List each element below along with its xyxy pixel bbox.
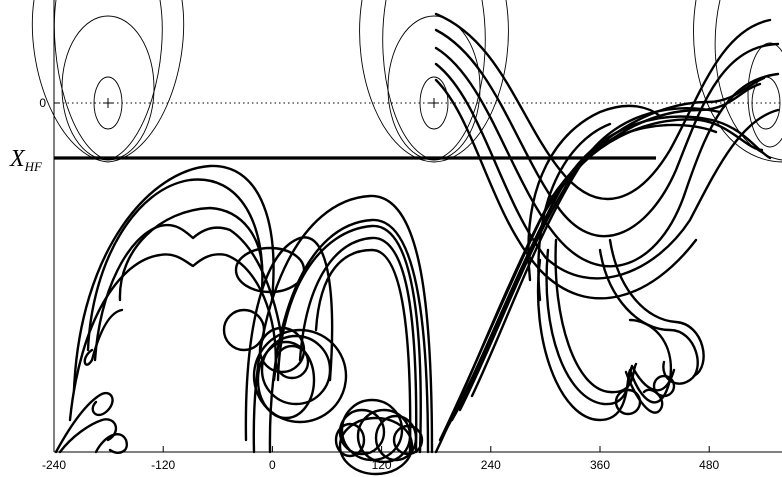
trajectory-loop bbox=[222, 308, 266, 352]
xhf-label: XHF bbox=[9, 146, 43, 174]
trajectory bbox=[598, 248, 699, 385]
trajectory bbox=[434, 62, 780, 280]
trajectory-loop bbox=[256, 340, 316, 420]
trajectory bbox=[444, 118, 764, 432]
trajectory bbox=[434, 46, 780, 268]
trajectory bbox=[72, 164, 275, 392]
trajectory bbox=[244, 236, 334, 442]
trajectory bbox=[118, 206, 264, 302]
trajectory bbox=[276, 224, 422, 454]
y-tick-label: 0 bbox=[39, 96, 46, 110]
contour-line bbox=[359, 0, 509, 163]
x-tick-label: 240 bbox=[481, 458, 501, 472]
trajectory-loop bbox=[338, 408, 386, 456]
trajectory bbox=[298, 236, 418, 454]
trajectory bbox=[252, 194, 434, 454]
trajectory bbox=[608, 238, 705, 378]
contour-set-left bbox=[31, 0, 185, 163]
trajectory-loop bbox=[252, 328, 348, 424]
x-tick-label: 360 bbox=[590, 458, 610, 472]
trajectory-loop bbox=[614, 388, 642, 416]
xhf-label-subscript: HF bbox=[24, 159, 43, 174]
trajectory bbox=[434, 28, 780, 238]
trajectory bbox=[470, 107, 722, 398]
xhf-label-main: X bbox=[9, 146, 26, 172]
x-tick-label: 480 bbox=[699, 458, 719, 472]
trajectory bbox=[94, 433, 128, 454]
trajectory bbox=[545, 248, 676, 406]
trajectory-loop bbox=[374, 414, 418, 462]
trajectory-loop bbox=[652, 374, 676, 398]
x-tick-label: 120 bbox=[372, 458, 392, 472]
x-ticks: -240 -120 0 120 240 360 480 bbox=[42, 446, 720, 472]
contour-line bbox=[31, 0, 185, 163]
trajectory bbox=[86, 178, 264, 352]
trajectory bbox=[93, 223, 284, 362]
trajectory-loop bbox=[392, 424, 424, 456]
trajectory-loop bbox=[338, 416, 414, 476]
trajectory bbox=[458, 123, 718, 412]
contour-set-center bbox=[359, 0, 509, 163]
contour-line bbox=[387, 15, 481, 161]
trajectory bbox=[58, 418, 118, 454]
trajectory bbox=[527, 104, 662, 282]
trajectory bbox=[268, 218, 430, 454]
x-tick-label: 0 bbox=[269, 458, 276, 472]
contour-line bbox=[747, 42, 782, 148]
trajectories bbox=[54, 12, 780, 476]
contour-line bbox=[61, 15, 155, 161]
trajectory bbox=[554, 238, 638, 394]
contour-line bbox=[382, 0, 486, 161]
trajectory bbox=[83, 308, 124, 366]
x-tick-label: -240 bbox=[42, 458, 66, 472]
trajectory-loop bbox=[334, 422, 366, 458]
x-tick-label: -120 bbox=[151, 458, 175, 472]
potential-contours bbox=[31, 0, 782, 163]
trajectory bbox=[434, 12, 772, 201]
trajectory bbox=[54, 392, 114, 454]
trajectory bbox=[537, 122, 612, 302]
contour-line bbox=[53, 0, 163, 161]
